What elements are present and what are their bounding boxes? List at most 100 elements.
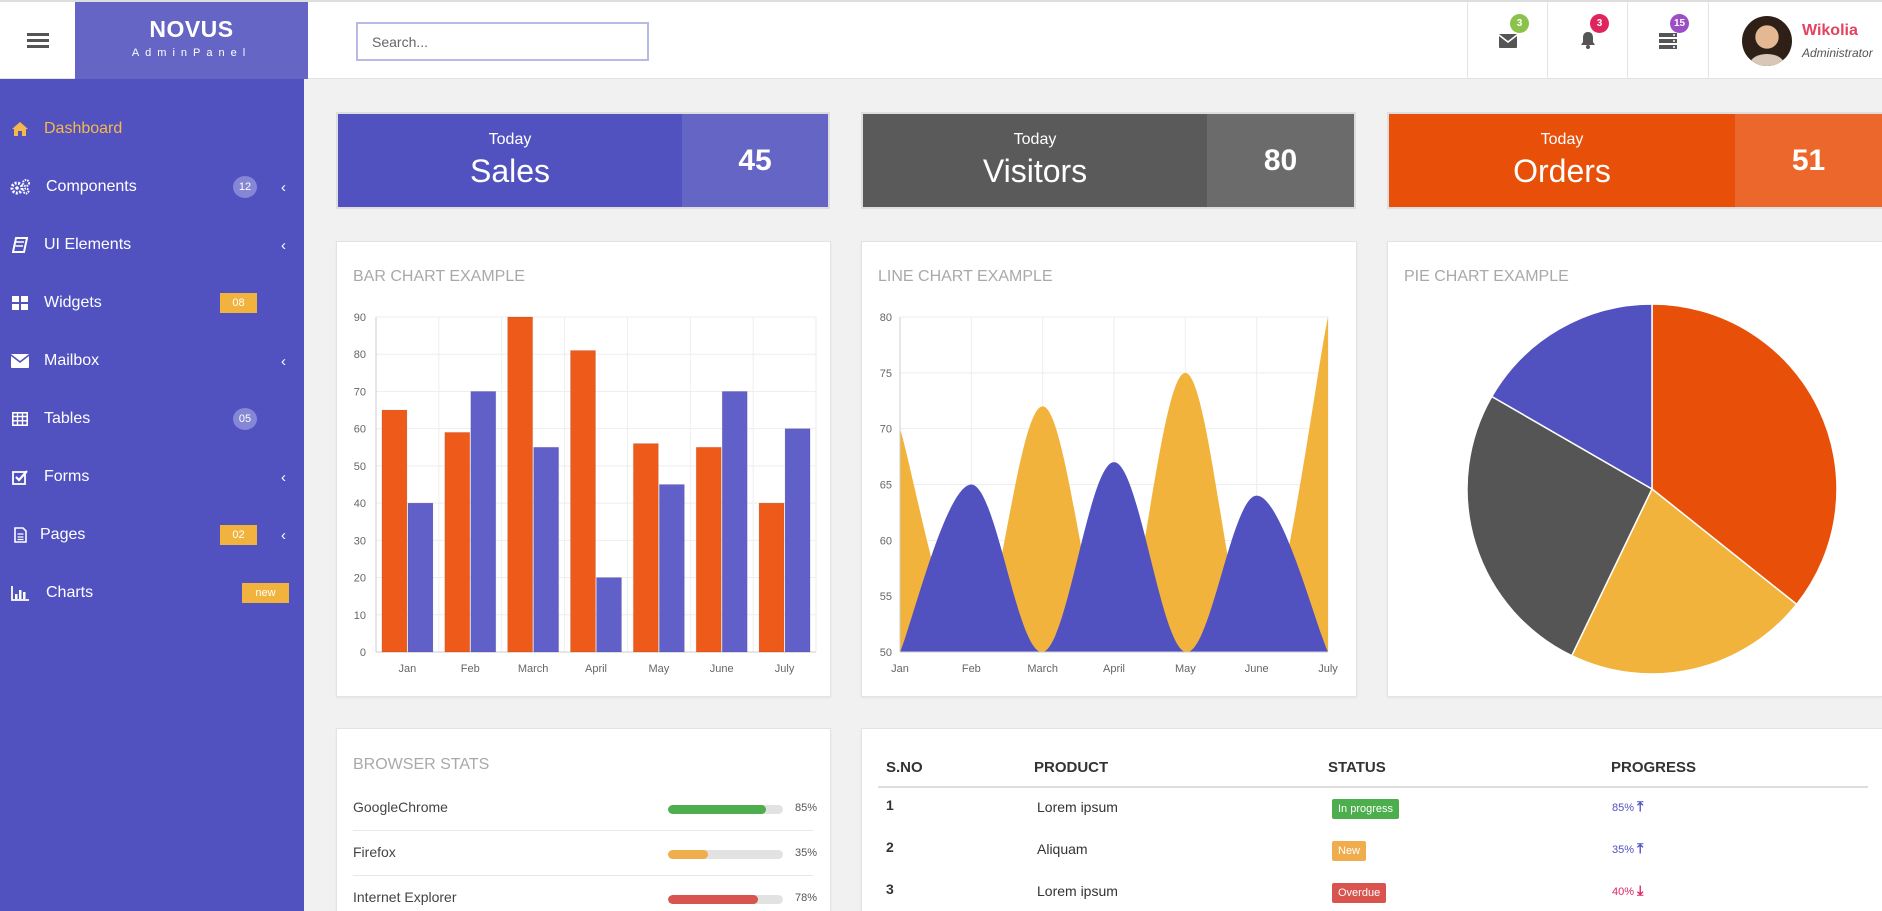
sidebar-item-components[interactable]: Components 12 ‹	[0, 158, 304, 216]
sidebar-item-dashboard[interactable]: Dashboard	[0, 100, 304, 158]
home-icon	[10, 119, 30, 139]
stat-card-sales[interactable]: Today Sales 45	[336, 112, 830, 209]
stat-period: Today	[488, 131, 532, 148]
sidebar-badge: 08	[220, 293, 257, 313]
sidebar-item-label: Mailbox	[44, 352, 100, 369]
stat-period: Today	[1540, 131, 1584, 148]
y-tick-label: 20	[354, 573, 366, 585]
sidebar-item-label: Dashboard	[44, 120, 123, 137]
tasks-count-badge: 15	[1670, 14, 1689, 33]
panel-title: LINE CHART EXAMPLE	[878, 268, 1053, 285]
brand-logo[interactable]: NOVUS AdminPanel	[75, 2, 308, 79]
pie-slice	[1490, 303, 1653, 491]
stat-card-visitors[interactable]: Today Visitors 80	[861, 112, 1356, 209]
search-input[interactable]	[356, 22, 649, 61]
browser-percent: 78%	[795, 892, 818, 904]
row-number: 2	[886, 839, 894, 855]
progress-track	[668, 850, 783, 859]
sidebar-item-widgets[interactable]: Widgets 08	[0, 274, 304, 332]
y-tick-label: 30	[354, 535, 366, 547]
y-tick-label: 60	[880, 535, 892, 547]
status-badge: Overdue	[1332, 883, 1387, 903]
progress-value: 35%	[1612, 844, 1635, 856]
browser-name: Internet Explorer	[353, 889, 457, 905]
x-tick-label: Feb	[461, 663, 480, 675]
x-tick-label: April	[585, 663, 607, 675]
y-tick-label: 50	[880, 647, 892, 659]
stat-label: Visitors	[982, 153, 1088, 189]
x-tick-label: May	[648, 663, 669, 675]
stat-value: 51	[1735, 114, 1882, 207]
row-number: 1	[886, 797, 894, 813]
x-tick-label: Jan	[399, 663, 417, 675]
notifications-button[interactable]: 3	[1547, 2, 1627, 79]
x-tick-label: March	[1027, 663, 1058, 675]
notifications-count-badge: 3	[1590, 14, 1609, 33]
bar	[658, 484, 685, 653]
row-number: 3	[886, 881, 894, 897]
y-tick-label: 70	[354, 386, 366, 398]
envelope-icon	[1498, 33, 1517, 48]
progress-value: 85%	[1612, 802, 1635, 814]
brand-subtitle: AdminPanel	[131, 47, 252, 59]
row-product: Aliquam	[1037, 841, 1088, 857]
area-series	[900, 462, 1328, 653]
sidebar-item-pages[interactable]: Pages 02 ‹	[0, 506, 304, 564]
orders-table-panel: S.NO PRODUCT STATUS PROGRESS 1 Lorem ips…	[861, 728, 1882, 911]
sidebar-item-ui-elements[interactable]: UI Elements ‹	[0, 216, 304, 274]
sidebar: Dashboard Components 12 ‹ UI Elements ‹ …	[0, 79, 304, 911]
list-item: GoogleChrome 85%	[353, 787, 817, 831]
chevron-left-icon: ‹	[281, 468, 286, 486]
tasks-button[interactable]: 15	[1627, 2, 1707, 79]
sidebar-item-charts[interactable]: Charts new	[0, 564, 304, 622]
sidebar-item-forms[interactable]: Forms ‹	[0, 448, 304, 506]
y-tick-label: 60	[354, 424, 366, 436]
stat-card-main: Today Sales	[338, 114, 682, 207]
y-tick-label: 75	[880, 368, 892, 380]
line-chart-panel: LINE CHART EXAMPLE 50 55 60 65 70 75 80 Jan Feb M…	[861, 241, 1357, 697]
sidebar-item-mailbox[interactable]: Mailbox ‹	[0, 332, 304, 390]
row-product: Lorem ipsum	[1037, 883, 1118, 899]
pie-slice	[1651, 303, 1838, 606]
sidebar-item-tables[interactable]: Tables 05	[0, 390, 304, 448]
progress-track	[668, 895, 783, 904]
bar	[444, 431, 471, 653]
sidebar-item-label: Pages	[40, 526, 86, 543]
panel-title: PIE CHART EXAMPLE	[1404, 268, 1569, 285]
gears-icon	[10, 177, 30, 197]
sidebar-badge: 02	[220, 525, 257, 545]
status-badge: In progress	[1332, 799, 1400, 819]
bar	[784, 428, 811, 653]
stat-card-main: Today Visitors	[863, 114, 1207, 207]
stat-label: Orders	[1513, 153, 1611, 189]
stat-card-orders[interactable]: Today Orders 51	[1387, 112, 1882, 209]
arrow-up-icon: ⤒	[1637, 798, 1644, 814]
bar	[721, 390, 748, 653]
bar	[695, 446, 722, 653]
browser-name: Firefox	[353, 844, 396, 860]
stat-value: 45	[682, 114, 828, 207]
row-progress: 40% ⤓	[1612, 882, 1643, 899]
messages-button[interactable]: 3	[1467, 2, 1547, 79]
user-profile-menu[interactable]: Wikolia Administrator	[1708, 2, 1882, 79]
panel-title: BROWSER STATS	[353, 756, 490, 773]
pie-slice	[1570, 487, 1798, 675]
stat-label: Sales	[469, 153, 551, 189]
hamburger-menu-button[interactable]	[0, 2, 75, 79]
bar	[596, 577, 622, 653]
chevron-left-icon: ‹	[281, 178, 286, 196]
table-header: PRODUCT	[1034, 759, 1109, 776]
y-tick-label: 90	[354, 312, 366, 324]
y-tick-label: 50	[354, 461, 366, 473]
y-tick-label: 40	[354, 498, 366, 510]
sidebar-badge: 05	[233, 408, 257, 430]
browser-percent: 85%	[795, 802, 818, 814]
y-tick-label: 0	[360, 647, 366, 659]
panel-title: BAR CHART EXAMPLE	[353, 268, 525, 285]
stat-card-main: Today Orders	[1389, 114, 1735, 207]
y-tick-label: 55	[880, 591, 892, 603]
bar-chart-panel: BAR CHART EXAMPLE 0 10 20 30 40 50 60 70 80 90 Jan…	[336, 241, 831, 697]
list-item: Internet Explorer 78%	[353, 877, 817, 911]
y-tick-label: 70	[880, 424, 892, 436]
brand-name: NOVUS	[149, 16, 234, 42]
